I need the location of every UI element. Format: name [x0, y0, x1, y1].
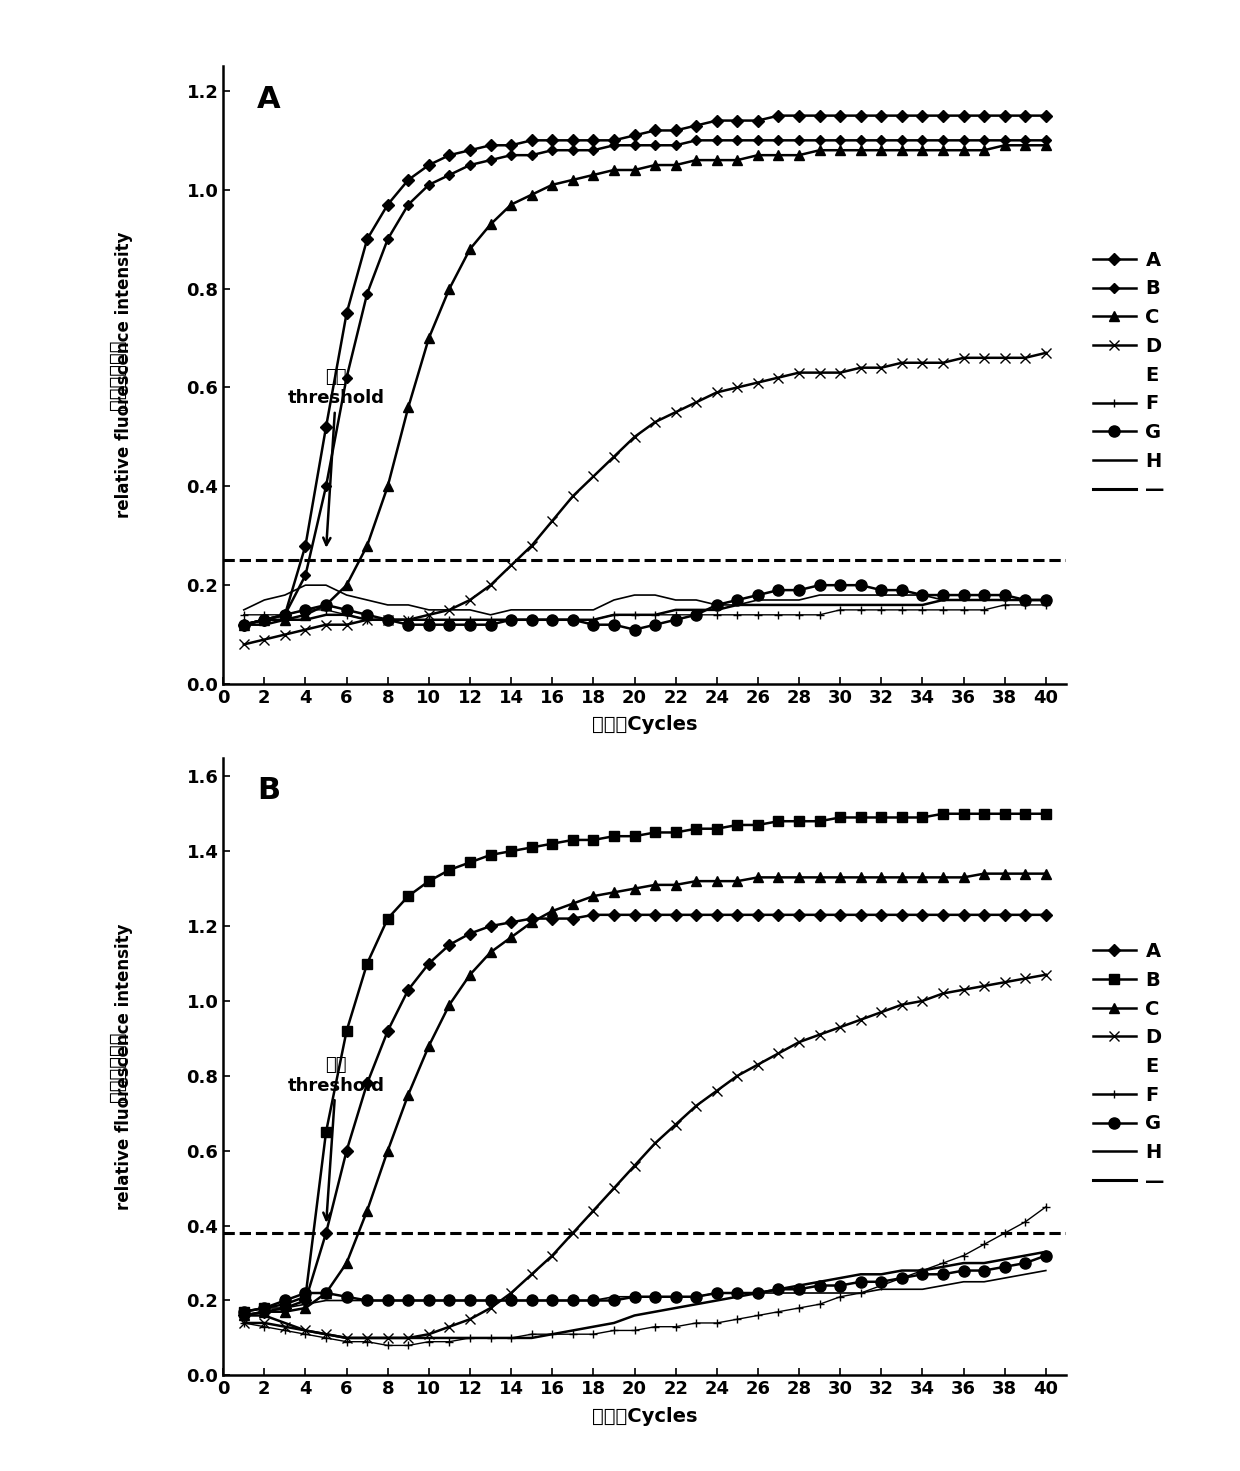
Text: 相对荧光强度: 相对荧光强度 [108, 1031, 128, 1102]
Y-axis label: relative fluorescence intensity: relative fluorescence intensity [115, 924, 133, 1209]
Legend: A, B, C, D, E, F, G, H, —: A, B, C, D, E, F, G, H, — [1092, 250, 1164, 500]
Y-axis label: relative fluorescence intensity: relative fluorescence intensity [115, 232, 133, 518]
Legend: A, B, C, D, E, F, G, H, —: A, B, C, D, E, F, G, H, — [1092, 941, 1164, 1192]
Text: 相对荧光强度: 相对荧光强度 [108, 340, 128, 410]
X-axis label: 循环数Cycles: 循环数Cycles [591, 1406, 698, 1425]
Text: 基线
threshold: 基线 threshold [288, 1056, 384, 1219]
Text: 基线
threshold: 基线 threshold [288, 368, 384, 544]
Text: B: B [257, 777, 280, 805]
Text: A: A [257, 85, 280, 113]
X-axis label: 循环数Cycles: 循环数Cycles [591, 715, 698, 734]
